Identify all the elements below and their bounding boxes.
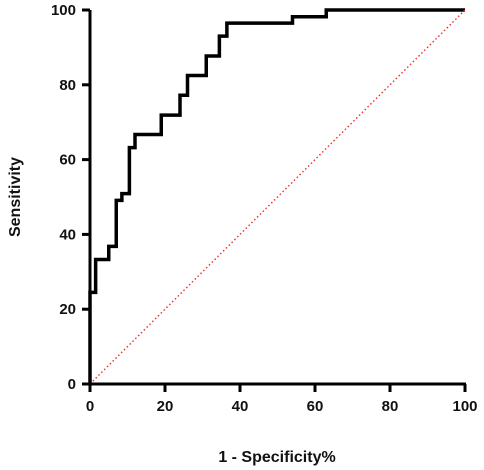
x-tick-label: 40 (232, 398, 249, 415)
y-tick-label: 20 (59, 301, 76, 318)
y-tick-label: 60 (59, 152, 76, 169)
axes-layer: 0 20 40 60 80 100 0 20 40 60 80 100 (51, 2, 478, 415)
roc-curve-line (88, 8, 465, 384)
series-layer (88, 8, 466, 385)
x-axis-title: 1 - Specificity% (218, 449, 335, 466)
x-tick-label: 0 (86, 398, 94, 415)
x-tick-label: 60 (307, 398, 324, 415)
x-tick-label: 100 (452, 398, 477, 415)
y-axis-title: Sensitivity (7, 157, 24, 237)
y-tick-label: 0 (68, 376, 76, 393)
reference-diagonal-line (89, 9, 466, 385)
x-tick-label: 20 (157, 398, 174, 415)
y-tick-label: 80 (59, 77, 76, 94)
y-tick-label: 100 (51, 2, 76, 19)
x-tick-label: 80 (382, 398, 399, 415)
y-tick-label: 40 (59, 226, 76, 243)
